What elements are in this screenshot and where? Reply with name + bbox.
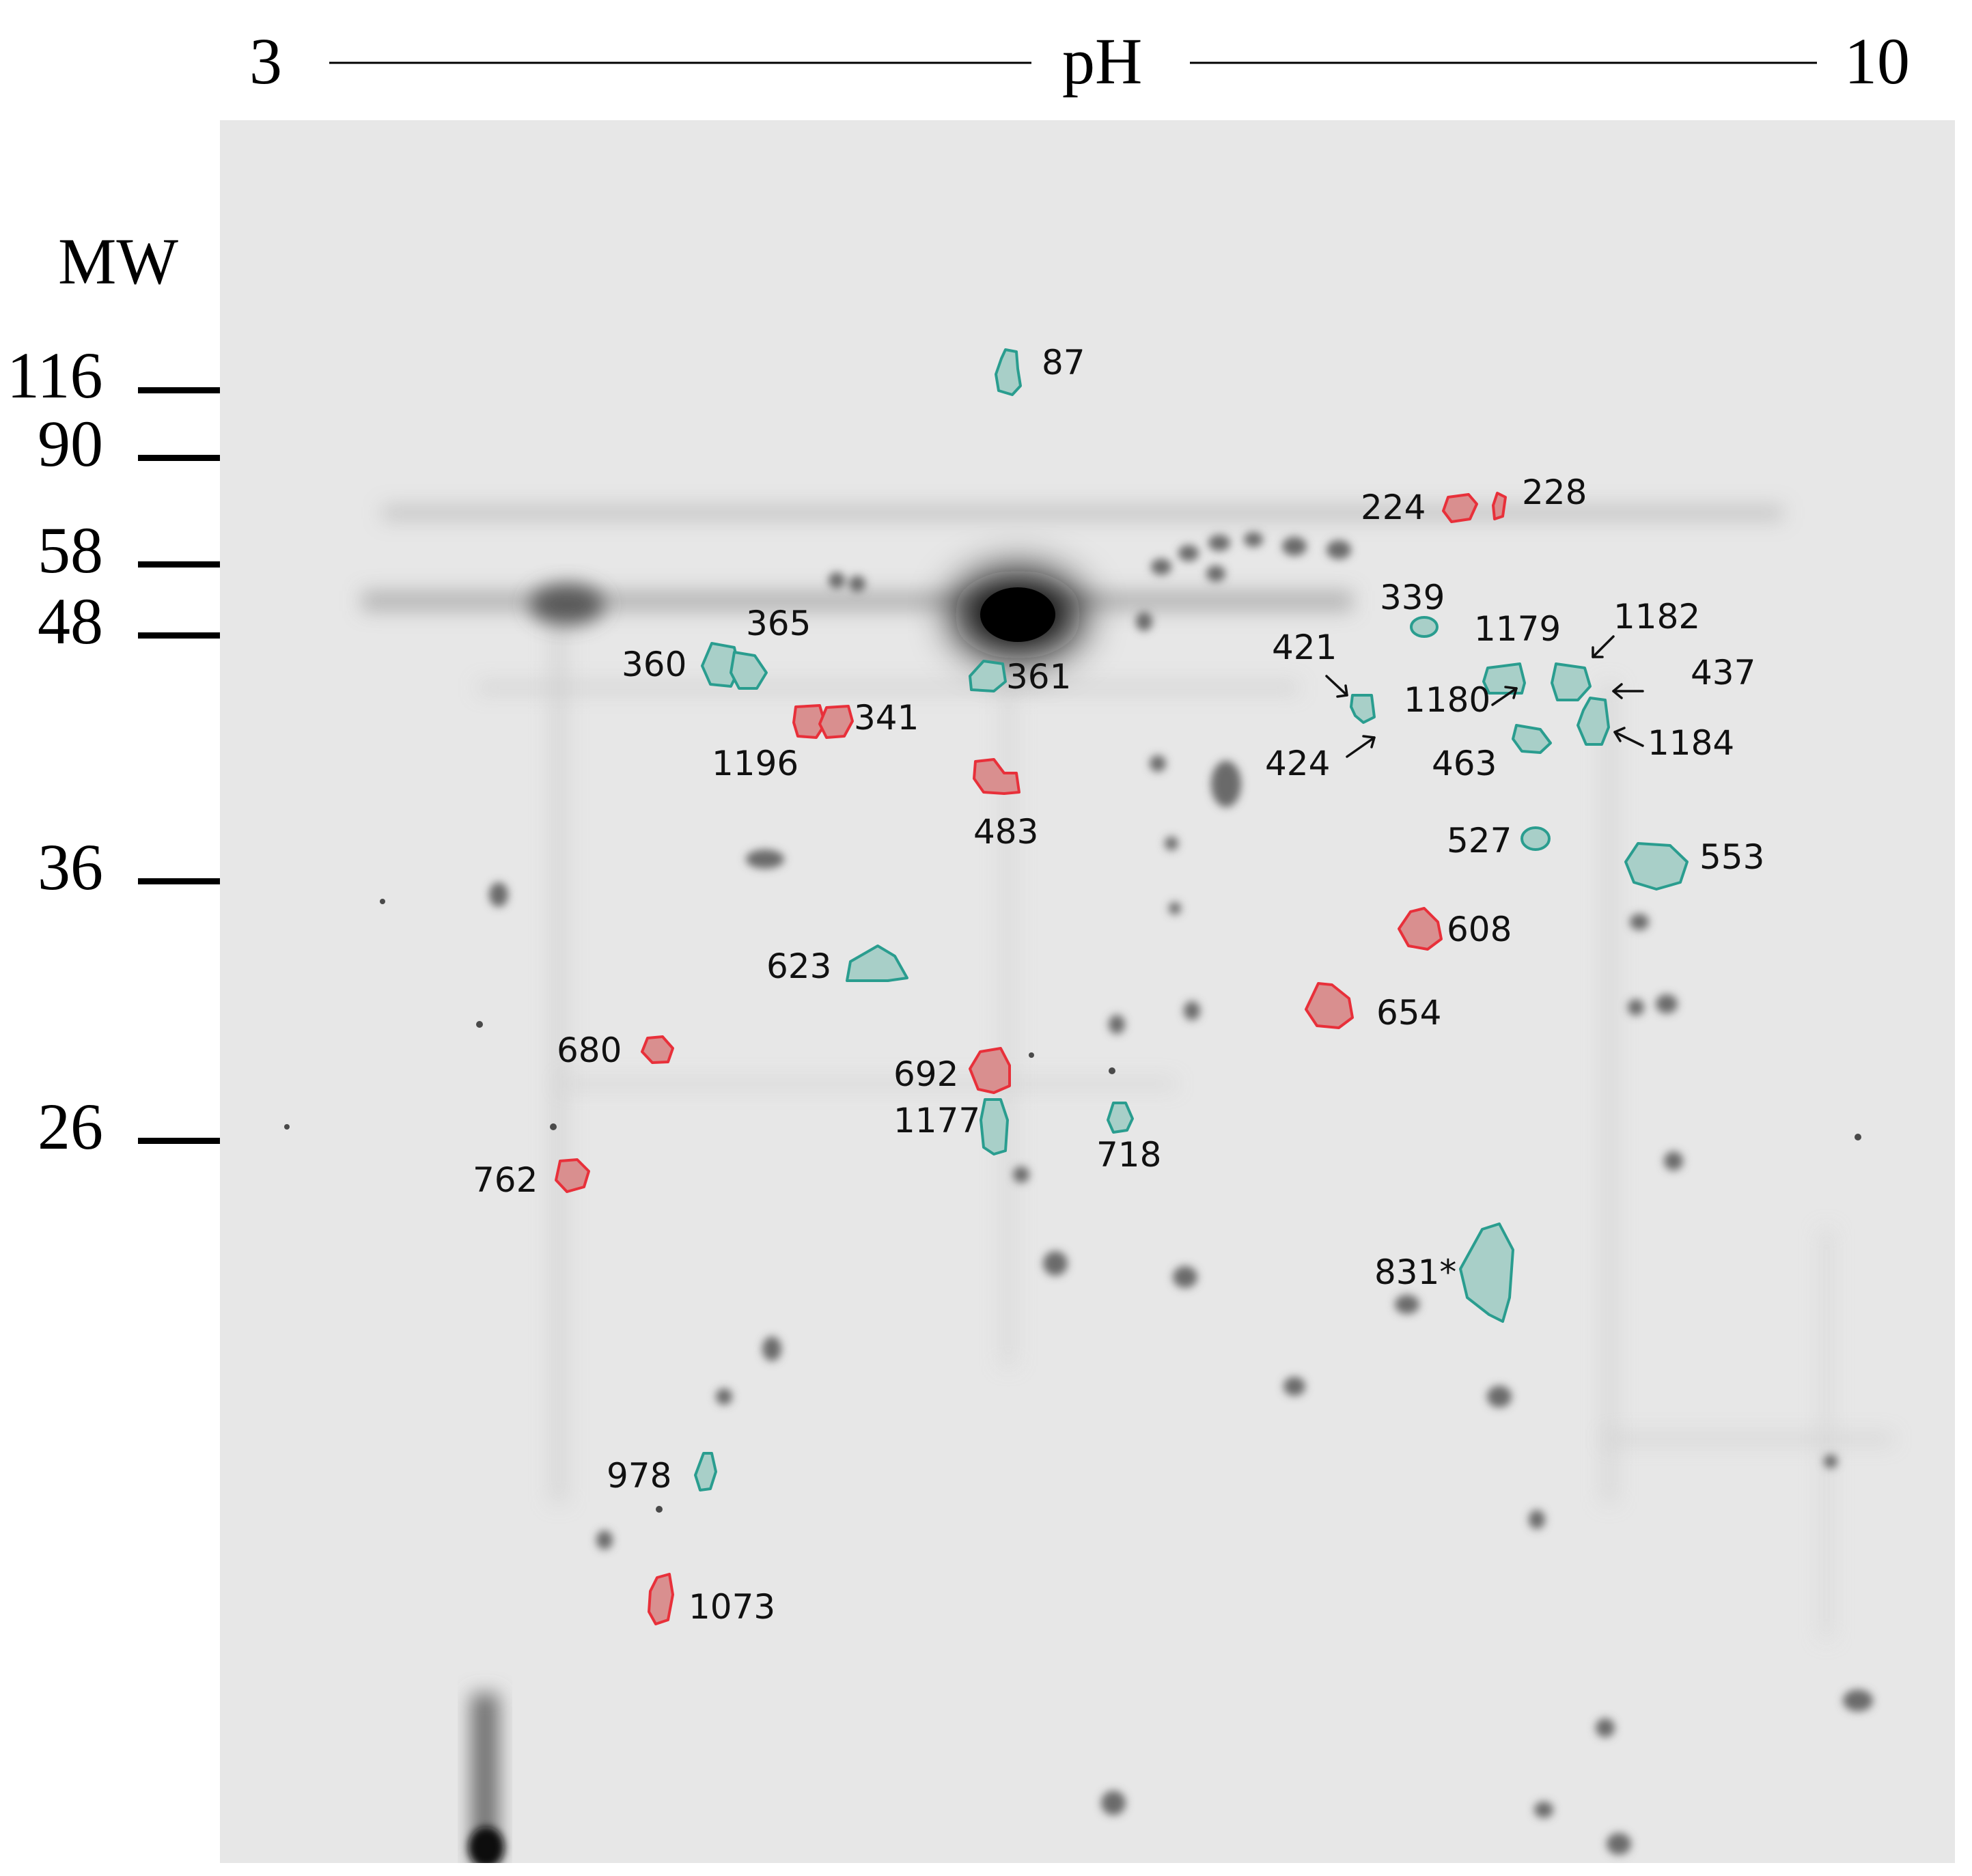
ph-min-label: 3 xyxy=(249,25,282,98)
spot-1182-outline xyxy=(1551,662,1592,701)
spot-1177-outline xyxy=(980,1098,1009,1156)
spot-762-outline xyxy=(555,1158,590,1193)
spot-224-outline xyxy=(1442,493,1478,523)
spot-831-outline xyxy=(1459,1222,1514,1323)
spot-label-339: 339 xyxy=(1380,578,1445,617)
spot-label-463: 463 xyxy=(1432,744,1497,783)
spot-label-718: 718 xyxy=(1096,1135,1161,1175)
spot-label-87: 87 xyxy=(1042,343,1085,382)
spot-labels: 87 224 228 339 1179 1182 365 360 361 421… xyxy=(473,343,1764,1627)
arrow-1184 xyxy=(1613,727,1644,747)
spot-341-outline xyxy=(818,705,854,739)
gel-streaks xyxy=(362,505,1892,1444)
spot-1179-outline xyxy=(1482,662,1526,695)
gel-background xyxy=(220,120,1955,1863)
spot-label-680: 680 xyxy=(557,1031,622,1070)
spot-label-1184: 1184 xyxy=(1648,723,1734,763)
spot-label-424: 424 xyxy=(1265,744,1330,783)
spot-label-483: 483 xyxy=(973,812,1038,852)
mw-marker-90: 90 xyxy=(38,407,220,480)
arrow-421 xyxy=(1325,675,1348,698)
spot-421-outline xyxy=(1350,694,1376,724)
mw-marker-48: 48 xyxy=(38,585,220,658)
mw-marker-label: 58 xyxy=(38,514,103,587)
ph-max-label: 10 xyxy=(1844,25,1910,98)
spot-553-outline xyxy=(1624,842,1689,891)
spot-623-outline xyxy=(846,944,908,982)
mw-marker-label: 90 xyxy=(38,407,103,480)
mw-marker-label: 26 xyxy=(38,1090,103,1163)
spot-label-1196: 1196 xyxy=(712,744,798,783)
mw-tick xyxy=(138,455,220,461)
arrow-424 xyxy=(1346,735,1376,758)
spot-label-1182: 1182 xyxy=(1613,597,1700,636)
mw-axis-title: MW xyxy=(58,225,178,298)
gel-major-spots xyxy=(469,570,1083,1863)
arrow-1180 xyxy=(1491,686,1518,706)
gel-image xyxy=(220,120,1955,1863)
spot-463-outline xyxy=(1512,724,1552,754)
spot-361-outline xyxy=(969,660,1007,692)
spot-label-1177: 1177 xyxy=(893,1101,980,1140)
spot-label-762: 762 xyxy=(473,1160,538,1200)
spot-692-outline xyxy=(969,1047,1011,1094)
spot-360-outline xyxy=(701,642,740,688)
spot-483-outline xyxy=(973,758,1020,795)
spot-label-1073: 1073 xyxy=(689,1587,775,1627)
spot-365-outline xyxy=(730,651,768,690)
mw-tick xyxy=(138,387,220,393)
spot-arrows xyxy=(1325,635,1644,758)
spot-label-692: 692 xyxy=(893,1054,958,1094)
spot-label-553: 553 xyxy=(1699,837,1764,877)
spot-label-527: 527 xyxy=(1447,821,1512,860)
spot-654-outline xyxy=(1305,982,1354,1029)
mw-tick xyxy=(138,561,220,568)
mw-marker-116: 116 xyxy=(7,339,220,412)
spot-label-1180: 1180 xyxy=(1404,680,1490,720)
mw-tick xyxy=(138,878,220,884)
spot-label-437: 437 xyxy=(1691,653,1755,692)
mw-marker-36: 36 xyxy=(38,830,220,904)
spot-87-outline xyxy=(995,348,1022,396)
spot-527-outline xyxy=(1520,826,1551,851)
ph-axis-title: pH xyxy=(1062,25,1142,98)
mw-tick xyxy=(138,1138,220,1144)
spot-label-421: 421 xyxy=(1272,628,1337,667)
mw-marker-label: 116 xyxy=(7,339,102,412)
spot-label-365: 365 xyxy=(746,604,811,643)
spot-label-623: 623 xyxy=(766,947,831,986)
spot-1196-outline xyxy=(792,704,827,739)
spot-label-608: 608 xyxy=(1447,910,1512,949)
spot-718-outline xyxy=(1107,1102,1134,1134)
arrow-1182 xyxy=(1592,635,1615,658)
gel-minor-spots xyxy=(489,532,1873,1855)
spot-1073-outline xyxy=(648,1573,674,1625)
mw-marker-58: 58 xyxy=(38,514,220,587)
spot-label-361: 361 xyxy=(1006,657,1071,697)
mw-tick xyxy=(138,632,220,639)
spot-label-831: 831* xyxy=(1374,1252,1456,1292)
mw-marker-26: 26 xyxy=(38,1090,220,1163)
spot-1184-outline xyxy=(1577,697,1610,746)
spot-label-341: 341 xyxy=(854,698,919,738)
spot-label-978: 978 xyxy=(607,1456,671,1496)
spot-label-228: 228 xyxy=(1522,473,1587,512)
gel-vertical-streaks xyxy=(550,615,1833,1639)
spot-label-654: 654 xyxy=(1376,993,1441,1033)
spot-label-360: 360 xyxy=(622,645,686,684)
spot-outlines xyxy=(555,348,1689,1625)
spot-label-1179: 1179 xyxy=(1474,609,1561,649)
spot-228-outline xyxy=(1492,492,1507,520)
mw-marker-label: 48 xyxy=(38,585,103,658)
spot-label-224: 224 xyxy=(1361,488,1426,527)
gel-dust xyxy=(284,899,1861,1513)
spot-608-outline xyxy=(1398,907,1443,951)
spot-339-outline xyxy=(1410,616,1439,638)
spot-978-outline xyxy=(694,1452,717,1492)
mw-marker-label: 36 xyxy=(38,830,103,904)
spot-680-outline xyxy=(641,1035,674,1064)
arrow-437 xyxy=(1612,683,1644,699)
